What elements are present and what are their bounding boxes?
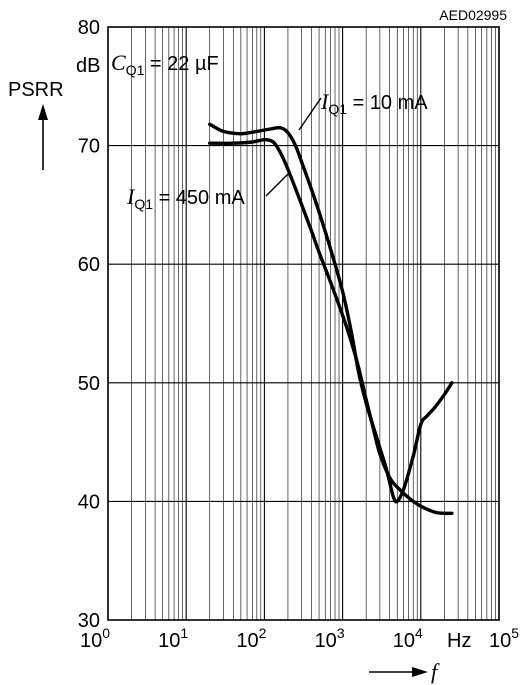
series-label-10ma: IQ1 = 10 mA	[320, 89, 428, 117]
curves	[208, 122, 454, 516]
x-tick-label: 103	[315, 625, 345, 652]
condition-annotation: CQ1 = 22 µF	[111, 50, 219, 78]
figure-code: AED02995	[439, 7, 507, 23]
y-tick-label: 30	[78, 610, 100, 632]
series-line-450ma	[208, 138, 454, 516]
y-tick-label: 80	[78, 17, 100, 39]
y-tick-label: 70	[78, 136, 100, 158]
y-tick-label: 50	[78, 373, 100, 395]
series-label-450ma: IQ1 = 450 mA	[126, 184, 245, 212]
x-tick-label: 104	[393, 625, 423, 652]
x-unit: Hz	[447, 630, 471, 652]
y-unit: dB	[76, 55, 100, 77]
series-leader-10ma	[298, 97, 322, 131]
x-tick-label: 100	[80, 625, 110, 652]
series-leader-450ma	[265, 171, 291, 197]
x-axis-label: f	[431, 659, 440, 684]
plot-frame	[107, 26, 500, 621]
x-tick-label: 102	[236, 625, 266, 652]
x-tick-label: 105	[489, 625, 519, 652]
y-tick-label: 40	[78, 491, 100, 513]
y-tick-label: 60	[78, 254, 100, 276]
y-axis-arrowhead	[38, 104, 48, 120]
x-tick-label: 101	[158, 625, 188, 652]
x-axis-arrowhead	[412, 667, 428, 677]
y-axis-label: PSRR	[8, 79, 64, 101]
tick-labels: 30 40 50 60 70 80 100 101 102 103 104 105	[78, 17, 519, 652]
